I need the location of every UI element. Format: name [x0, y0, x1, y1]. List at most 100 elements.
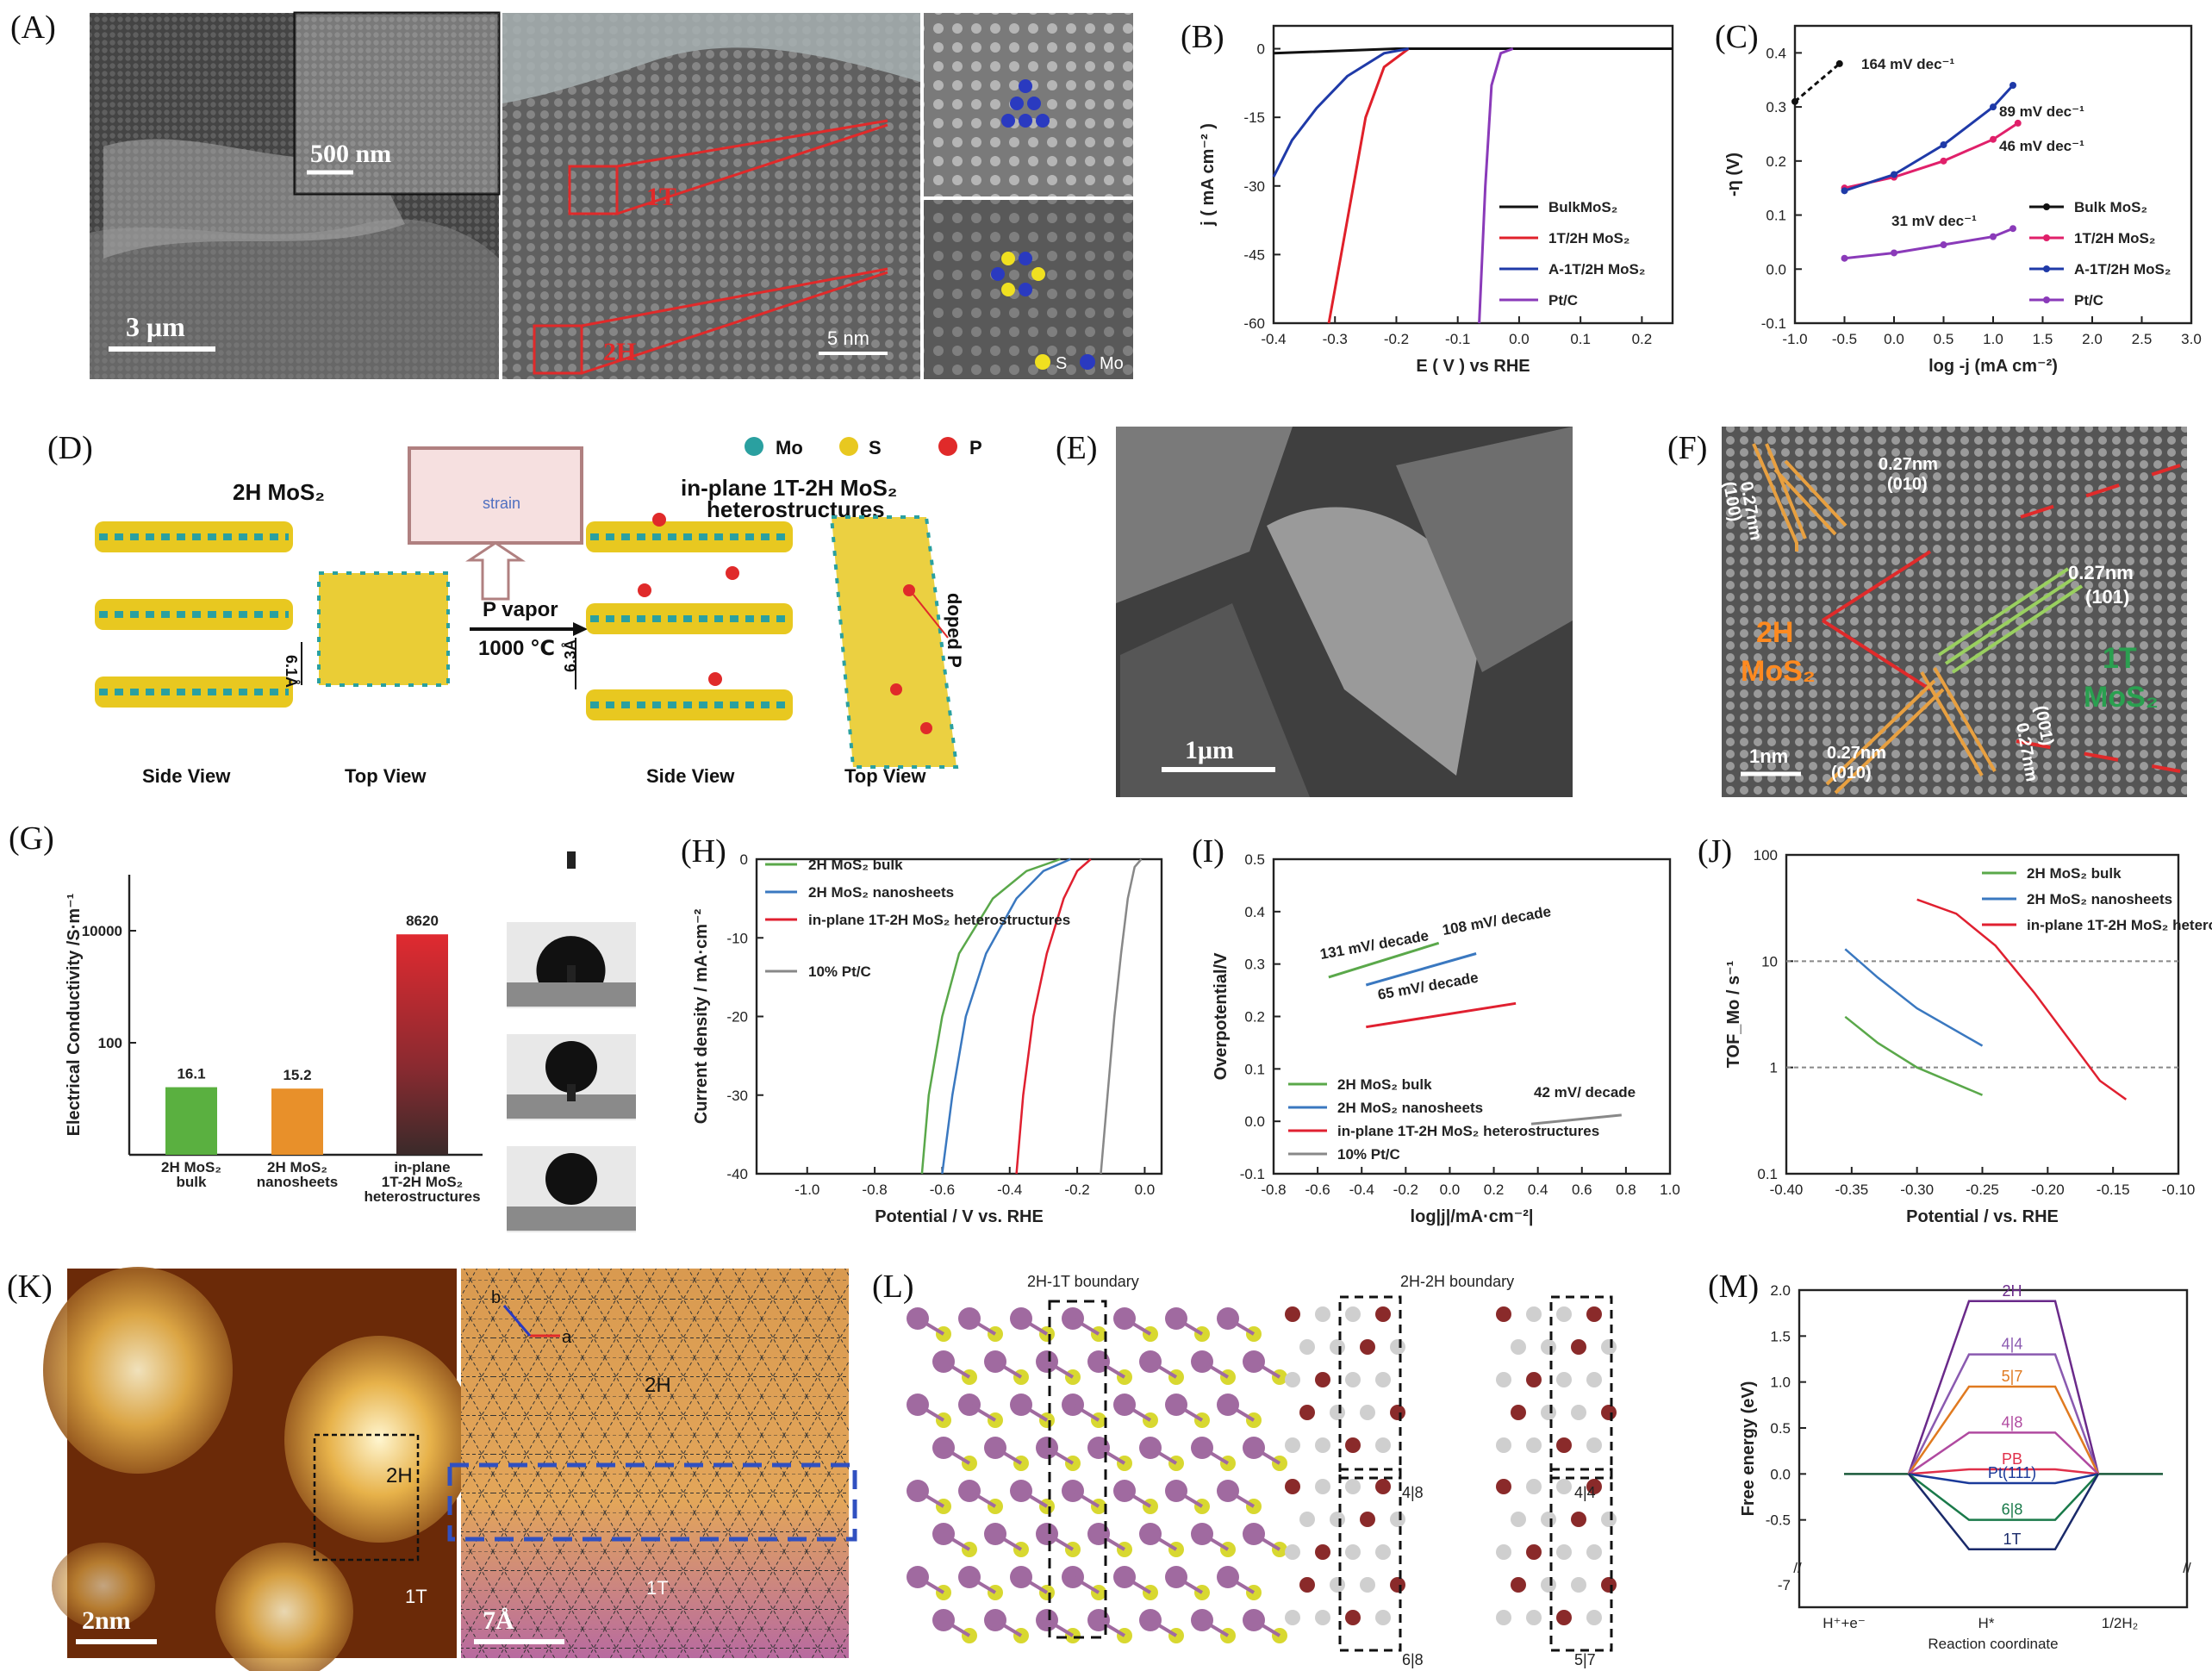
- series-marker: [1891, 249, 1897, 257]
- legend-label: 2H MoS₂ bulk: [1337, 1076, 1432, 1093]
- x-tick-label: 2.0: [2082, 331, 2103, 347]
- legend-label: 10% Pt/C: [808, 963, 871, 980]
- cell-atom: [1571, 1405, 1586, 1420]
- chart-j: -0.40 -0.35 -0.30 -0.25 -0.20 -0.15 -0.1010010…: [1724, 847, 2212, 1226]
- cell-atom: [1571, 1339, 1586, 1355]
- boundary-lattice: [907, 1307, 1287, 1643]
- bond: [1226, 1403, 1256, 1422]
- x-tick-label: 0.5: [1934, 331, 1954, 347]
- bond: [1226, 1575, 1256, 1594]
- bond: [968, 1403, 997, 1422]
- bond: [1252, 1360, 1281, 1379]
- chart-i: -0.8 -0.6 -0.4 -0.2 0.0 0.2 0.4 0.6 0.8 1.0 -0.1 0.…: [1212, 851, 1680, 1226]
- x-tick-label: 0.6: [1572, 1182, 1592, 1198]
- cell-atom: [1601, 1512, 1617, 1527]
- legend-label: 10% Pt/C: [1337, 1146, 1400, 1163]
- y-tick-label: -60: [1243, 315, 1265, 332]
- cell-atom: [1360, 1405, 1375, 1420]
- cell-atom: [1556, 1437, 1572, 1453]
- panel-d-view-4: Top View: [844, 765, 926, 787]
- panel-a-phase-2h: 2H: [603, 338, 636, 366]
- strain-inset: [408, 446, 583, 545]
- panel-label-k: (K): [7, 1269, 53, 1305]
- panel-a-main-scale: 3 μm: [126, 311, 185, 342]
- bond: [994, 1360, 1023, 1379]
- panel-l-title-1: 2H-1T boundary: [1027, 1273, 1139, 1290]
- x-tick-label: -0.20: [2031, 1182, 2065, 1198]
- panel-d-view-1: Side View: [142, 765, 231, 787]
- y-tick-label: 0.1: [1757, 1166, 1778, 1182]
- panel-label-c: (C): [1715, 19, 1759, 55]
- x-tick-label: 1.0: [1983, 331, 2003, 347]
- cell-atom: [1586, 1479, 1602, 1494]
- cell-atom: [1526, 1610, 1542, 1625]
- panel-f-phase-left-1: 2H: [1756, 616, 1793, 649]
- bond: [942, 1360, 971, 1379]
- panel-a-legend-s: S: [1056, 354, 1067, 373]
- legend-label: 1T/2H MoS₂: [2074, 230, 2155, 246]
- panel-label-e: (E): [1056, 430, 1098, 466]
- cell-atom: [1330, 1339, 1345, 1355]
- cell-atom: [1511, 1405, 1526, 1420]
- panel-d-legend-p: P: [969, 437, 982, 458]
- cell-atom: [1556, 1544, 1572, 1560]
- x-tick-label: 1.5: [2033, 331, 2053, 347]
- series-marker: [1990, 233, 1997, 240]
- panel-f-d5-plane: (010): [1831, 764, 1872, 783]
- series-line: [1794, 62, 1841, 103]
- bond: [1123, 1317, 1152, 1336]
- energy-level: [1908, 1473, 2099, 1485]
- x-tick-label: -0.30: [1900, 1182, 1934, 1198]
- y-tick-label: -40: [726, 1166, 748, 1182]
- cell-atom: [1526, 1544, 1542, 1560]
- series-line: [1844, 1015, 1983, 1096]
- energy-level-label: Pt(111): [1988, 1464, 2036, 1481]
- x-tick-label: -0.25: [1966, 1182, 1999, 1198]
- panel-d-title-left: 2H MoS₂: [233, 479, 325, 505]
- bar-value-label: 8620: [406, 913, 439, 929]
- series-line: [1844, 84, 2015, 192]
- p-atom-icon: [938, 437, 957, 456]
- y-axis-label: Current density / mA·cm⁻²: [692, 908, 711, 1124]
- bond: [1252, 1446, 1281, 1465]
- plot-frame: [1793, 24, 2193, 325]
- layers-2h: [95, 521, 293, 708]
- y-tick-label: -20: [726, 1009, 748, 1026]
- cell-atom: [1360, 1512, 1375, 1527]
- panel-label-f: (F): [1667, 430, 1707, 466]
- legend-label: A-1T/2H MoS₂: [1548, 261, 1645, 277]
- panel-k-label-1t-left: 1T: [405, 1586, 427, 1607]
- bond: [1097, 1532, 1126, 1551]
- y-tick-label: 0.0: [1244, 1113, 1265, 1130]
- cell-atom: [1315, 1544, 1330, 1560]
- y-axis-label: -η (V): [1724, 153, 1743, 196]
- bar: [271, 1088, 323, 1155]
- cell-atom: [1299, 1512, 1315, 1527]
- panel-a-inset-scale: 500 nm: [310, 140, 391, 168]
- x-tick-label: -0.4: [1261, 331, 1286, 347]
- y-tick-label: 100: [1754, 847, 1778, 864]
- bond: [994, 1446, 1023, 1465]
- layers-1t2h: [586, 513, 793, 720]
- cell-atom: [1345, 1479, 1361, 1494]
- panel-f-hrtem: 0.27nm (010) 0.27nm (100) 0.27nm (101) 0…: [1719, 427, 2187, 797]
- x-tick-label: 3.0: [2181, 331, 2202, 347]
- panel-f-phase-left-2: MoS₂: [1741, 655, 1816, 688]
- x-tick-label: 0.0: [1509, 331, 1530, 347]
- cell-atom: [1526, 1479, 1542, 1494]
- mo-atom-icon: [745, 437, 763, 456]
- y-tick-label: 0: [1257, 41, 1265, 58]
- x-tick-label: -0.2: [1064, 1182, 1089, 1198]
- bond: [1175, 1489, 1204, 1508]
- cell-atom: [1285, 1544, 1300, 1560]
- series-line: [1844, 948, 1984, 1047]
- bond: [916, 1403, 945, 1422]
- bond: [916, 1489, 945, 1508]
- bar-category-label: 1T-2H MoS₂: [382, 1174, 463, 1190]
- x-tick-label: 0.2: [1484, 1182, 1505, 1198]
- bond: [1175, 1575, 1204, 1594]
- x-tick-label: -0.1: [1445, 331, 1470, 347]
- bond: [1071, 1489, 1100, 1508]
- x-tick-label: 0.8: [1616, 1182, 1636, 1198]
- x-tick-label: 0.0: [1440, 1182, 1461, 1198]
